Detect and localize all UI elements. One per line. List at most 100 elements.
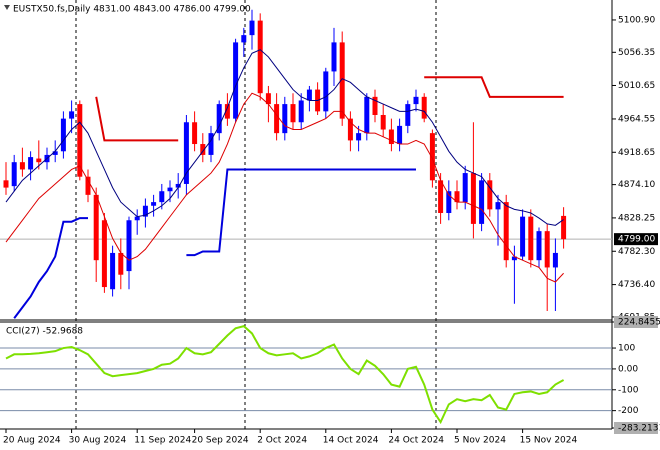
candle-body [282, 104, 288, 134]
candle-body [429, 133, 435, 181]
y-tick-label: -283.2131 [618, 424, 660, 434]
candle-body [142, 205, 148, 217]
candle-body [298, 100, 304, 123]
candle-body [60, 118, 66, 152]
price-box [614, 233, 658, 246]
y-tick-box [614, 316, 658, 328]
candle-body [347, 118, 353, 141]
y-tick-label: 4828.25 [618, 213, 655, 223]
candle-body [561, 215, 567, 240]
candle-body [372, 96, 378, 115]
x-tick-label: 11 Sep 2024 [134, 436, 191, 446]
y-tick-label: 4782.30 [618, 247, 655, 257]
candle-body [528, 216, 534, 261]
line-series [424, 76, 564, 98]
candle-body [93, 194, 99, 261]
candle-body [265, 93, 271, 105]
candle-body [77, 104, 83, 177]
y-tick-label: -200 [618, 406, 639, 416]
y-tick-label: -100 [618, 385, 639, 395]
candle-body [380, 114, 386, 130]
y-tick-label: 100 [618, 344, 635, 354]
candle-body [241, 35, 247, 43]
candle-body [536, 231, 542, 261]
y-tick-label: 224.8455 [618, 318, 660, 328]
y-tick-label: 5100.90 [618, 15, 655, 25]
y-tick-label: 4918.65 [618, 148, 655, 158]
candle-body [11, 162, 17, 187]
candle-body [397, 125, 403, 145]
candle-body [110, 252, 116, 290]
x-tick-label: 20 Sep 2024 [192, 436, 249, 446]
candle-body [257, 20, 263, 94]
line-series [13, 217, 88, 319]
candle-body [167, 187, 173, 192]
candle-body [405, 104, 411, 126]
y-tick-label: 4874.10 [618, 180, 655, 190]
candle-body [552, 252, 558, 268]
candle-body [503, 202, 509, 261]
candle-body [85, 176, 91, 195]
y-tick-label: 5010.65 [618, 81, 655, 91]
indicator-icon [4, 5, 10, 10]
candle-body [520, 216, 526, 257]
candle-body [118, 252, 124, 275]
candle-body [331, 42, 337, 72]
y-tick-label: 0.00 [618, 364, 638, 374]
candle-body [487, 180, 493, 210]
candle-body [19, 162, 25, 170]
candle-body [446, 191, 452, 214]
candle-body [208, 133, 214, 155]
line-series [186, 168, 416, 257]
candle-body [438, 180, 444, 214]
candle-body [151, 202, 157, 206]
candle-body [233, 42, 239, 119]
candle-body [511, 256, 517, 261]
candle-body [159, 191, 165, 203]
candle-body [479, 180, 485, 224]
candle-body [544, 231, 550, 268]
x-tick-label: 20 Aug 2024 [3, 436, 61, 446]
candle-body [274, 104, 280, 134]
x-tick-label: 2 Oct 2024 [257, 436, 307, 446]
x-tick-label: 5 Nov 2024 [454, 436, 506, 446]
candle-body [421, 96, 427, 119]
candle-body [3, 180, 9, 188]
candle-body [216, 104, 222, 134]
candle-body [388, 129, 394, 145]
x-tick-label: 24 Oct 2024 [388, 436, 444, 446]
y-tick-label: 4964.55 [618, 114, 655, 124]
candle-body [134, 216, 140, 221]
candle-body [183, 122, 189, 184]
candle-body [36, 158, 42, 163]
candle-body [364, 96, 370, 134]
indicator-title: CCI(27) -52.9688 [6, 327, 83, 337]
candle-body [200, 144, 206, 155]
candle-body [249, 20, 255, 36]
candle-body [339, 42, 345, 119]
candle-body [69, 111, 75, 119]
x-tick-label: 14 Oct 2024 [323, 436, 379, 446]
line-series [5, 325, 565, 425]
candle-body [28, 157, 34, 170]
candle-body [413, 96, 419, 105]
candle-body [462, 173, 468, 203]
chart-title: EUSTX50.fs,Daily 4831.00 4843.00 4786.00… [13, 5, 251, 15]
line-series [95, 96, 179, 142]
candle-body [52, 151, 58, 155]
candle-body [495, 202, 501, 210]
y-tick-label: 5056.35 [618, 48, 655, 58]
candle-body [290, 104, 296, 123]
candle-body [323, 71, 329, 112]
candle-body [126, 220, 132, 272]
line-series [5, 92, 564, 283]
line-series [5, 49, 564, 226]
price-label: 4799.00 [618, 235, 655, 245]
y-tick-label: 4736.40 [618, 280, 655, 290]
candle-body [192, 122, 198, 145]
candle-body [356, 133, 362, 141]
candle-body [101, 220, 107, 288]
candle-body [470, 173, 476, 224]
candle-body [454, 191, 460, 203]
